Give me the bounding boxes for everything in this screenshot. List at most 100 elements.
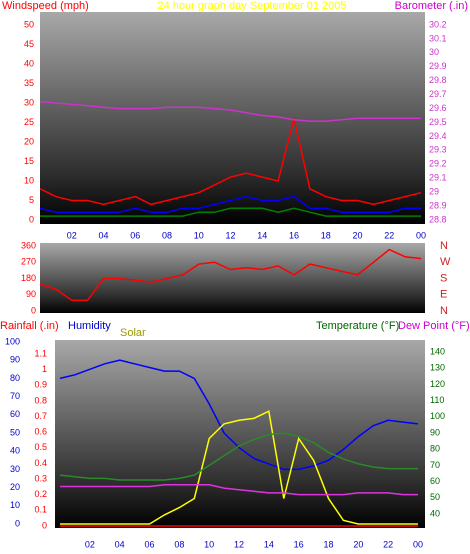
y2-tick-label: 29.6 — [429, 103, 447, 113]
x-tick-label: 08 — [174, 539, 184, 549]
y-tick-label: 25 — [24, 117, 34, 127]
y2-tick-label: 29.8 — [429, 75, 447, 85]
y2-tick-label: 100 — [430, 411, 445, 421]
y3-tick-label: 0.3 — [34, 473, 47, 483]
y-tick-label: 70 — [10, 391, 20, 401]
series-line — [59, 432, 418, 481]
series-label: Temperature (°F) — [316, 320, 399, 332]
y2-tick-label: 120 — [430, 379, 445, 389]
y3-tick-label: 0.5 — [34, 442, 47, 452]
series-label: Humidity — [68, 320, 111, 332]
y2-tick-label: 29.5 — [429, 117, 447, 127]
y2-tick-label: 29 — [429, 187, 439, 197]
panel-climate — [55, 340, 425, 528]
x-tick-label: 08 — [162, 230, 172, 240]
y2-tick-label: 29.7 — [429, 89, 447, 99]
y2-tick-label: 40 — [430, 508, 440, 518]
x-tick-label: 16 — [294, 539, 304, 549]
series-label: Rainfall (.in) — [0, 320, 59, 332]
y2-tick-label: 29.4 — [429, 131, 447, 141]
y-tick-label: 50 — [10, 427, 20, 437]
series-line — [39, 118, 422, 206]
x-tick-label: 06 — [144, 539, 154, 549]
series-line — [40, 207, 421, 217]
y2-tick-label: 29.3 — [429, 145, 447, 155]
x-tick-label: 02 — [67, 230, 77, 240]
x-tick-label: 20 — [352, 230, 362, 240]
chart-title: 24 hour graph day September 01 2005 — [158, 0, 347, 12]
y-tick-label: 10 — [10, 500, 20, 510]
y2-tick-label: 70 — [430, 460, 440, 470]
y3-tick-label: 0.9 — [34, 380, 47, 390]
y-tick-label: 180 — [21, 273, 36, 283]
y2-tick-label: 29.9 — [429, 61, 447, 71]
y2-tick-label: 80 — [430, 444, 440, 454]
x-tick-label: 18 — [321, 230, 331, 240]
y-tick-label: 40 — [24, 58, 34, 68]
x-tick-label: 12 — [234, 539, 244, 549]
x-tick-label: 04 — [98, 230, 108, 240]
y-tick-label: 100 — [5, 336, 20, 346]
y2-tick-label: 130 — [430, 363, 445, 373]
y3-tick-label: 1 — [42, 364, 47, 374]
y-tick-label: 30 — [10, 464, 20, 474]
y-tick-label: 0 — [31, 305, 36, 315]
y-tick-label: 60 — [10, 409, 20, 419]
x-tick-label: 14 — [257, 230, 267, 240]
x-tick-label: 10 — [204, 539, 214, 549]
y2-tick-label: N — [440, 305, 448, 317]
y2-tick-label: 28.9 — [429, 200, 447, 210]
series-label: Barometer (.in) — [395, 0, 468, 12]
y2-tick-label: 29.1 — [429, 173, 447, 183]
y-tick-label: 35 — [24, 78, 34, 88]
y3-tick-label: 0.6 — [34, 427, 47, 437]
y-tick-label: 0 — [29, 214, 34, 224]
series-line — [60, 484, 418, 496]
y-tick-label: 30 — [24, 97, 34, 107]
y3-tick-label: 0.4 — [34, 458, 47, 468]
y-tick-label: 90 — [10, 355, 20, 365]
y2-tick-label: 90 — [430, 427, 440, 437]
y2-tick-label: 50 — [430, 492, 440, 502]
x-tick-label: 04 — [115, 539, 125, 549]
x-tick-label: 00 — [416, 230, 426, 240]
y-tick-label: 90 — [26, 289, 36, 299]
y2-tick-label: S — [440, 272, 447, 284]
x-tick-label: 18 — [323, 539, 333, 549]
y2-tick-label: 60 — [430, 476, 440, 486]
y3-tick-label: 1.1 — [34, 348, 47, 358]
x-tick-label: 22 — [383, 539, 393, 549]
y-tick-label: 15 — [24, 156, 34, 166]
x-tick-label: 00 — [413, 539, 423, 549]
y3-tick-label: 0.8 — [34, 395, 47, 405]
y-tick-label: 40 — [10, 446, 20, 456]
y2-tick-label: E — [440, 289, 447, 301]
y2-tick-label: 110 — [430, 395, 444, 405]
y2-tick-label: 30 — [429, 47, 439, 57]
y3-tick-label: 0.7 — [34, 411, 47, 421]
y2-tick-label: 30.2 — [429, 19, 447, 29]
y2-tick-label: 28.8 — [429, 214, 447, 224]
y2-tick-label: W — [440, 256, 451, 268]
y2-tick-label: N — [440, 240, 448, 252]
panel-direction — [40, 243, 425, 313]
y2-tick-label: 30.1 — [429, 33, 447, 43]
y3-tick-label: 0.2 — [34, 489, 47, 499]
y2-tick-label: 140 — [430, 346, 445, 356]
y-tick-label: 45 — [24, 39, 34, 49]
series-line — [59, 359, 419, 471]
x-tick-label: 10 — [194, 230, 204, 240]
series-label: Solar — [120, 327, 146, 339]
y-tick-label: 10 — [24, 175, 34, 185]
y-tick-label: 50 — [24, 19, 34, 29]
y3-tick-label: 0.1 — [34, 505, 47, 515]
x-tick-label: 14 — [264, 539, 274, 549]
y-tick-label: 270 — [21, 257, 36, 267]
series-line — [39, 100, 421, 122]
series-line — [60, 410, 418, 525]
x-tick-label: 12 — [225, 230, 235, 240]
y-tick-label: 20 — [10, 482, 20, 492]
series-line — [39, 195, 421, 213]
x-tick-label: 16 — [289, 230, 299, 240]
